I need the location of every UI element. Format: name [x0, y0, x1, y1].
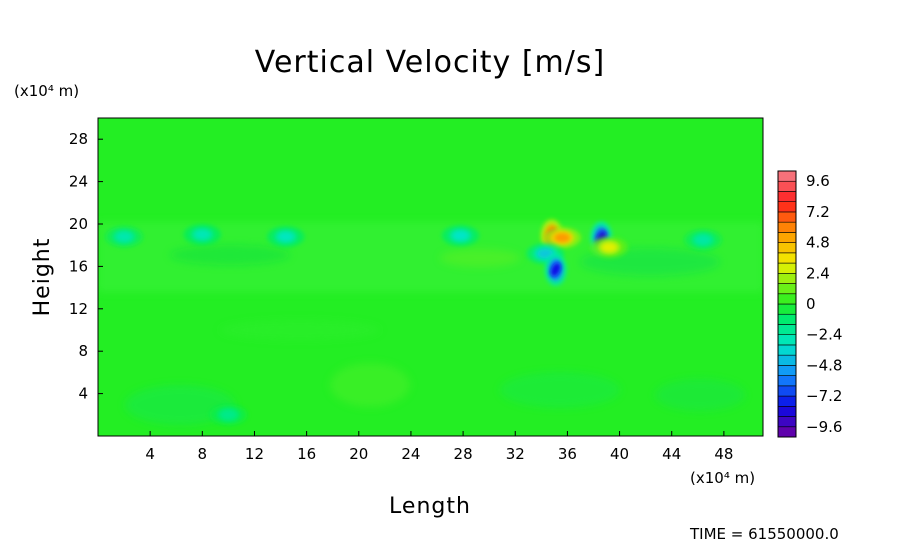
feature-core [452, 230, 469, 241]
colorbar-tick-label: 4.8 [806, 234, 830, 252]
colorbar-bin [777, 313, 797, 325]
feature-core [601, 242, 617, 253]
colorbar-tick-label: −7.2 [806, 387, 842, 405]
colorbar-tick-label: −2.4 [806, 326, 842, 344]
colorbar-bin [777, 273, 797, 284]
feature-core [550, 262, 561, 277]
colorbar-bin [777, 262, 797, 274]
y-unit-label: (x10⁴ m) [14, 82, 79, 100]
colorbar-bin [777, 201, 797, 213]
colorbar-bin [777, 324, 797, 335]
y-tick-label: 16 [69, 257, 88, 275]
y-axis-label: Height [30, 238, 55, 317]
feature-core [277, 231, 294, 242]
y-tick-label: 12 [69, 300, 88, 318]
colorbar-bin [777, 365, 797, 376]
feature-core [695, 235, 711, 245]
colorbar-bin [777, 416, 797, 428]
colorbar-bin [777, 180, 797, 192]
y-tick-label: 4 [78, 385, 88, 403]
colorbar-tick-label: −9.6 [806, 418, 842, 436]
colorbar-tick-label: 2.4 [806, 264, 830, 282]
colorbar-bin [777, 344, 797, 356]
colorbar-frame [777, 170, 797, 438]
x-tick-label: 8 [198, 445, 208, 463]
colorbar-tick-label: −4.8 [806, 356, 842, 374]
colorbar-bin [777, 354, 797, 366]
colorbar-bin [777, 283, 797, 295]
feature-layer [105, 219, 722, 426]
colorbar-bin [777, 232, 797, 243]
y-axis: 4 8 12 16 20 24 28 [69, 130, 103, 403]
x-tick-label: 4 [145, 445, 155, 463]
colorbar-bin [777, 334, 797, 346]
colorbar-tick-label: 0 [806, 295, 816, 313]
colorbar-bin [777, 426, 797, 438]
x-tick-label: 36 [558, 445, 577, 463]
colorbar-bin [777, 211, 797, 223]
plot-area [97, 117, 764, 437]
x-tick-label: 48 [714, 445, 733, 463]
x-axis-label: Length [389, 494, 471, 519]
y-tick-label: 24 [69, 173, 88, 191]
colorbar-tick-label: 9.6 [806, 172, 830, 190]
y-tick-label: 20 [69, 215, 88, 233]
feature-core [194, 229, 211, 240]
colorbar: 9.6 7.2 4.8 2.4 0 −2.4 −4.8 −7.2 −9.6 [777, 170, 842, 438]
colorbar-bin [777, 375, 797, 387]
x-tick-label: 40 [610, 445, 629, 463]
feature-core [537, 248, 554, 259]
colorbar-bin [777, 385, 797, 397]
colorbar-tick-label: 7.2 [806, 203, 830, 221]
x-tick-label: 20 [349, 445, 368, 463]
y-tick-label: 28 [69, 130, 88, 148]
x-unit-label: (x10⁴ m) [690, 469, 755, 487]
x-axis: 4 8 12 16 20 24 28 32 36 40 44 48 [145, 431, 733, 463]
x-tick-label: 32 [506, 445, 525, 463]
colorbar-bin [777, 293, 797, 305]
x-tick-label: 44 [662, 445, 681, 463]
colorbar-bin [777, 242, 797, 254]
feature-core [116, 231, 132, 242]
colorbar-bin [777, 395, 797, 407]
plot-frame [97, 117, 764, 437]
x-tick-label: 28 [454, 445, 473, 463]
feature-core [220, 410, 237, 420]
y-tick-label: 8 [78, 342, 88, 360]
x-tick-label: 24 [401, 445, 420, 463]
colorbar-bin [777, 221, 797, 233]
colorbar-bin [777, 406, 797, 417]
colorbar-bin [777, 252, 797, 264]
chart-title: Vertical Velocity [m/s] [255, 45, 605, 80]
x-tick-label: 16 [297, 445, 316, 463]
colorbar-bin [777, 303, 797, 315]
colorbar-bin [777, 170, 797, 182]
colorbar-bin [777, 191, 797, 202]
feature-core [554, 233, 571, 243]
x-tick-label: 12 [245, 445, 264, 463]
time-label: TIME = 61550000.0 [689, 525, 839, 543]
